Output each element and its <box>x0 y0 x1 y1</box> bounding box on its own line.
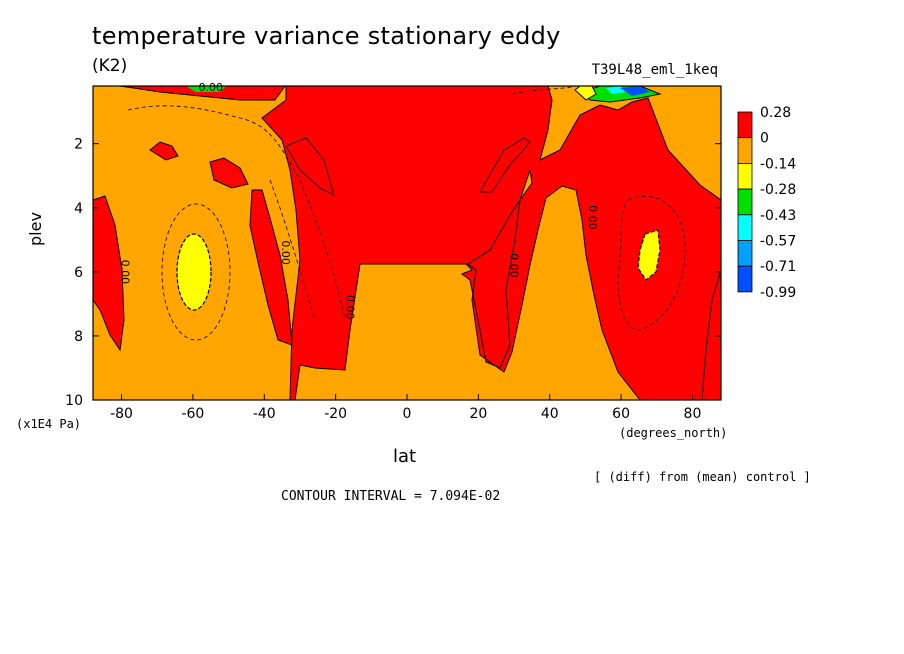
x-axis-label: lat <box>393 446 417 467</box>
field-blue-upper-core <box>620 86 650 96</box>
colorbar-swatch <box>737 240 753 267</box>
solid-contour-south-box <box>285 137 335 196</box>
chart-units: (K2) <box>92 56 128 76</box>
y-tick-label: 8 <box>74 329 83 345</box>
colorbar-level-label: 0 <box>760 131 769 147</box>
x-tick-label: -20 <box>324 406 347 422</box>
chart-title: temperature variance stationary eddy <box>92 22 561 50</box>
colorbar-swatch <box>737 188 753 216</box>
field-yellow-south-min <box>176 233 212 311</box>
field-red-south-tongue <box>249 189 293 346</box>
colorbar-level-label: 0.28 <box>760 105 791 121</box>
colorbar-level-label: -0.99 <box>760 285 796 301</box>
colorbar-swatch <box>737 162 753 190</box>
x-tick-label: -80 <box>110 406 133 422</box>
field-yellow-upper-ring <box>574 86 597 101</box>
colorbar: 0.28 0 -0.14 -0.28 -0.43 -0.57 -0.71 -0.99 <box>737 105 796 301</box>
field-red-top-strip <box>119 86 286 101</box>
x-tick-label: 0 <box>403 406 412 422</box>
x-tick-label: 60 <box>612 406 630 422</box>
colorbar-swatch <box>737 214 753 241</box>
field-green-upper-left <box>186 86 226 92</box>
contour-label: 0.00 <box>119 260 132 285</box>
y-axis-units: (x1E4 Pa) <box>16 417 82 431</box>
contour-label: 0.00 <box>507 253 520 278</box>
y-tick-label: 4 <box>74 201 83 217</box>
field-red-blob-2 <box>209 157 249 189</box>
colorbar-level-label: -0.14 <box>760 156 796 172</box>
run-label: T39L48_eml_1keq <box>591 62 718 78</box>
field-red-right-edge <box>701 269 721 400</box>
x-tick-label: -60 <box>181 406 204 422</box>
colorbar-level-label: -0.71 <box>760 259 796 275</box>
contour-interval-text: CONTOUR INTERVAL = 7.094E-02 <box>281 489 501 504</box>
x-tick-label: 20 <box>469 406 487 422</box>
difference-note: [ (diff) from (mean) control ] <box>594 470 811 484</box>
x-axis-ticks: -80 -60 -40 -20 0 20 40 60 80 <box>110 394 701 422</box>
colorbar-swatch <box>737 137 753 164</box>
solid-contour-north-box <box>479 137 531 193</box>
dashed-contour-south-outer <box>161 203 231 341</box>
field-red-central-band <box>261 86 721 400</box>
colorbar-level-label: -0.28 <box>760 182 796 198</box>
y-axis-ticks: 2 4 6 8 10 <box>65 137 721 409</box>
colorbar-swatch <box>737 111 753 139</box>
x-axis-units: (degrees_north) <box>619 426 728 440</box>
x-tick-label: 40 <box>541 406 559 422</box>
colorbar-level-label: -0.43 <box>760 208 796 224</box>
y-tick-label: 2 <box>74 137 83 153</box>
contour-label: 0.00 <box>279 240 292 265</box>
y-tick-label: 10 <box>65 393 83 409</box>
field-red-blob-1 <box>149 141 179 161</box>
dashed-contour-south-tongue <box>269 179 316 321</box>
dashed-contours <box>127 86 686 341</box>
plot-field <box>93 86 721 400</box>
y-tick-label: 6 <box>74 265 83 281</box>
solid-contours <box>285 137 531 196</box>
dashed-contour-upper-right <box>511 86 576 95</box>
dashed-contour-upper-left <box>127 105 346 321</box>
field-red-left-lower <box>93 195 125 352</box>
field-yellow-north-min <box>637 229 661 281</box>
colorbar-swatch <box>737 265 753 293</box>
contour-labels: 0.00 0.00 0.00 0.00 0.00 0.00 <box>119 81 599 320</box>
contour-label: 0.00 <box>199 81 224 94</box>
contour-label: 0.00 <box>343 295 356 320</box>
x-tick-label: 80 <box>684 406 702 422</box>
colorbar-level-label: -0.57 <box>760 234 796 250</box>
contour-label: 0.00 <box>586 205 599 230</box>
dashed-contour-north-outer <box>617 196 686 331</box>
x-tick-label: -40 <box>253 406 276 422</box>
